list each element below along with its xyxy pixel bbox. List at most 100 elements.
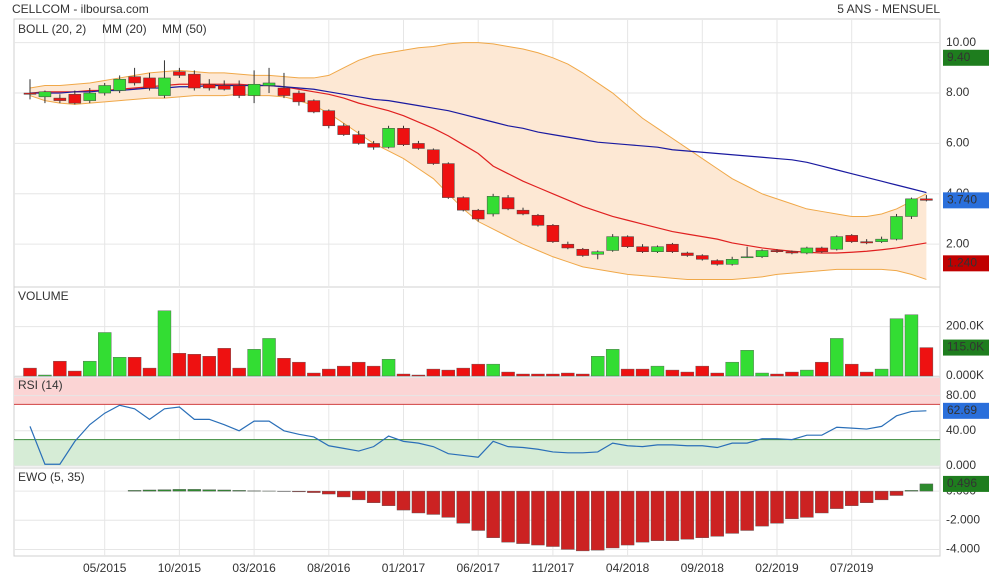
- y-tick-label: 2.00: [946, 236, 970, 250]
- value-badge: [943, 475, 989, 492]
- bar: [725, 490, 739, 534]
- value-badge: [943, 255, 989, 272]
- bar: [546, 490, 560, 547]
- bar: [351, 361, 366, 377]
- bar: [217, 489, 231, 492]
- candle-body: [188, 73, 201, 89]
- bar: [874, 490, 889, 501]
- bar: [411, 490, 426, 514]
- y-tick-label: 200.0K: [946, 319, 984, 333]
- bar: [904, 314, 919, 377]
- bar: [426, 490, 441, 515]
- candle-body: [770, 250, 784, 252]
- candle-body: [905, 198, 918, 217]
- bar: [277, 358, 291, 377]
- bar: [337, 365, 351, 377]
- bar: [157, 310, 172, 377]
- candle-body: [696, 255, 709, 260]
- bar: [815, 490, 829, 514]
- bar: [770, 373, 784, 377]
- candle-body: [128, 76, 141, 84]
- bar: [337, 490, 351, 498]
- bar: [426, 368, 441, 377]
- candle-body: [636, 246, 649, 252]
- candle-body: [501, 197, 515, 210]
- bar: [740, 350, 754, 377]
- candle-body: [98, 85, 111, 94]
- legend-entry: BOLL (20, 2): [18, 22, 86, 36]
- bar: [97, 332, 112, 377]
- bar: [112, 357, 127, 377]
- x-tick-label: 03/2016: [232, 561, 276, 575]
- bar: [785, 490, 799, 520]
- bar: [635, 490, 650, 543]
- candle-body: [516, 209, 530, 215]
- bar: [695, 490, 709, 538]
- bar: [262, 338, 276, 377]
- value-badge-label: 0.496: [947, 476, 977, 490]
- bar: [591, 490, 605, 551]
- candle-body: [307, 100, 321, 113]
- candle-body: [890, 216, 903, 240]
- bar: [322, 368, 336, 377]
- bar: [561, 490, 575, 550]
- bar: [859, 490, 874, 503]
- y-tick-label: 10.00: [946, 35, 976, 49]
- moving-average: [30, 84, 927, 194]
- candle-body: [397, 128, 410, 145]
- bar: [83, 360, 97, 377]
- bar: [531, 373, 545, 377]
- value-badge-label: 62.69: [947, 403, 977, 417]
- x-tick-label: 04/2018: [606, 561, 650, 575]
- value-badge: [943, 192, 989, 209]
- bar: [576, 490, 590, 552]
- bar: [830, 490, 844, 509]
- candle-body: [875, 238, 888, 242]
- bar: [845, 363, 859, 377]
- candle-body: [217, 85, 231, 90]
- bar: [322, 490, 336, 495]
- candle-body: [800, 247, 814, 254]
- y-tick-label: 80.00: [946, 388, 976, 402]
- candle-body: [337, 125, 350, 135]
- bar: [232, 490, 246, 492]
- bar: [247, 349, 261, 377]
- bar: [665, 490, 680, 541]
- candle-body: [412, 143, 425, 149]
- panel-title: VOLUME: [18, 289, 69, 303]
- bar: [217, 348, 231, 377]
- bar: [157, 489, 172, 492]
- bar: [441, 490, 456, 518]
- candle-body: [352, 134, 365, 144]
- bar: [665, 369, 680, 377]
- bar: [441, 369, 456, 377]
- bar: [381, 358, 396, 377]
- candle-body: [367, 143, 380, 148]
- candle-body: [203, 83, 216, 89]
- value-badge-label: 1.240: [947, 256, 977, 270]
- bar: [859, 371, 874, 377]
- candle-body: [113, 78, 126, 91]
- bar: [904, 490, 919, 492]
- bar: [501, 490, 515, 543]
- bar: [516, 490, 530, 544]
- bar: [830, 338, 844, 377]
- rsi-zone: [14, 378, 940, 405]
- y-tick-label: 40.00: [946, 423, 976, 437]
- candle-body: [621, 236, 634, 247]
- candle-body: [546, 225, 560, 242]
- bar: [127, 490, 142, 492]
- bar: [755, 490, 769, 527]
- bar: [307, 372, 321, 377]
- candle-body: [755, 250, 769, 258]
- candle-body: [427, 149, 440, 164]
- candle-body: [53, 97, 67, 101]
- x-tick-label: 10/2015: [158, 561, 202, 575]
- candle-body: [143, 77, 156, 89]
- bar: [650, 490, 665, 541]
- bar: [202, 489, 216, 492]
- bar: [501, 371, 515, 377]
- value-badge-label: 115.0K: [947, 340, 984, 354]
- bar: [874, 368, 889, 377]
- page-title: CELLCOM - ilboursa.com: [12, 2, 149, 16]
